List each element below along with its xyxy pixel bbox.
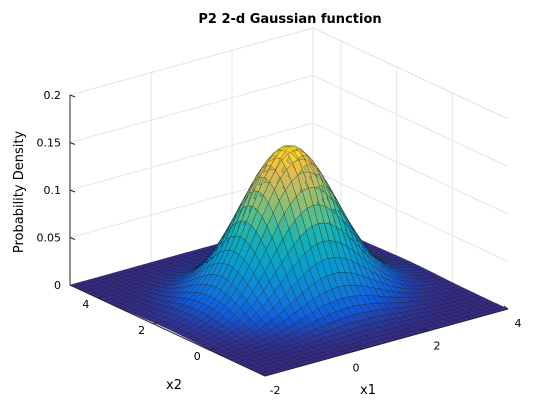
z-tick-mark <box>69 94 76 98</box>
x1-tick-mark <box>503 305 509 310</box>
z-tick-mark <box>69 237 76 240</box>
x2-tick-label: 2 <box>138 324 145 337</box>
z-tick-mark <box>69 142 76 145</box>
z-axis-label: Probability Density <box>12 131 27 254</box>
x2-tick-label: 0 <box>194 350 201 363</box>
z-tick-label: 0.1 <box>44 184 62 197</box>
grid-line <box>312 122 509 215</box>
grid-line <box>312 170 509 262</box>
tick-layer: 0 0.05 0.1 0.15 0.2 -2 0 2 4 0 2 4 <box>37 89 522 397</box>
z-tick-label: 0.15 <box>37 137 62 150</box>
x1-tick-label: 2 <box>434 339 441 352</box>
x1-tick-mark <box>341 350 347 355</box>
z-tick-label: 0.2 <box>44 89 62 102</box>
z-tick-label: 0.05 <box>37 232 62 245</box>
x2-tick-mark <box>209 347 215 351</box>
z-tick-label: 0 <box>54 279 61 292</box>
surface-cell <box>496 306 509 311</box>
x2-axis-label: x2 <box>166 378 182 393</box>
surface-layer <box>69 145 509 377</box>
x2-tick-label: 4 <box>82 298 89 311</box>
x1-tick-label: 0 <box>353 362 360 375</box>
grid-line <box>69 27 314 96</box>
x2-tick-mark <box>97 295 104 299</box>
x1-axis-label: x1 <box>360 383 376 398</box>
z-tick-mark <box>69 284 76 288</box>
x1-tick-label: 4 <box>515 317 522 330</box>
grid-line <box>312 27 509 120</box>
grid-line <box>69 122 314 191</box>
x1-tick-mark <box>422 327 428 332</box>
grid-line <box>312 75 509 167</box>
x1-tick-mark <box>260 372 266 377</box>
chart-title: P2 2-d Gaussian function <box>198 12 381 27</box>
z-tick-mark <box>69 189 76 193</box>
x1-tick-label: -2 <box>270 384 281 397</box>
grid-line <box>69 75 314 143</box>
x2-tick-mark <box>153 321 159 325</box>
